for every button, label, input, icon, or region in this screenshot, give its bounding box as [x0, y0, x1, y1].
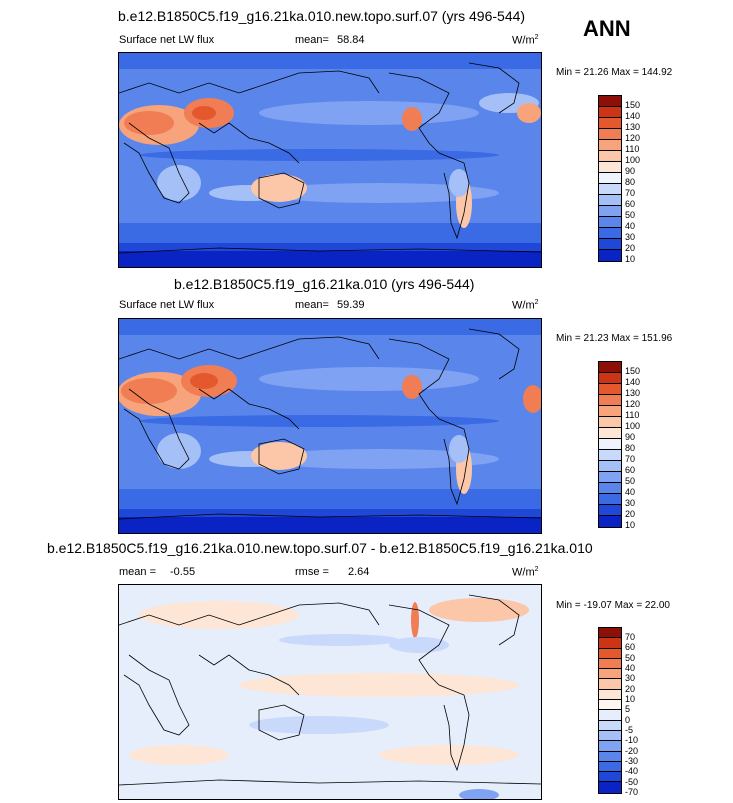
colorbar-label: 120	[625, 133, 641, 143]
colorbar-label: 130	[625, 122, 641, 132]
colorbar-label: 140	[625, 377, 641, 387]
colorbar-label: -30	[625, 756, 639, 766]
panel3-rmse-value: 2.64	[348, 566, 370, 578]
colorbar-label: 20	[625, 243, 636, 253]
panel3-units: W/m2	[512, 566, 539, 579]
colorbar-label: -50	[625, 777, 639, 787]
panel3-mean-label: mean =	[119, 566, 156, 578]
colorbar-label: 60	[625, 642, 636, 652]
colorbar-label: -40	[625, 766, 639, 776]
colorbar-label: 10	[625, 254, 636, 264]
colorbar-label: 5	[625, 704, 631, 714]
colorbar-label: -10	[625, 735, 639, 745]
colorbar-label: 60	[625, 465, 636, 475]
panel1-minmax: Min = 21.26 Max = 144.92	[556, 67, 673, 78]
panel2-colorbar	[598, 361, 622, 528]
colorbar-label: 120	[625, 399, 641, 409]
colorbar-label: 70	[625, 188, 636, 198]
colorbar-label: 10	[625, 694, 636, 704]
panel2-variable: Surface net LW flux	[119, 299, 215, 311]
colorbar-label: 90	[625, 432, 636, 442]
panel2-minmax: Min = 21.23 Max = 151.96	[556, 333, 673, 344]
colorbar-label: 150	[625, 366, 641, 376]
panel2-title: b.e12.B1850C5.f19_g16.21ka.010 (yrs 496-…	[174, 276, 475, 292]
colorbar-label: 100	[625, 155, 641, 165]
panel1-units: W/m2	[512, 34, 539, 47]
colorbar-label: -20	[625, 746, 639, 756]
colorbar-label: 50	[625, 210, 636, 220]
colorbar-label: 140	[625, 111, 641, 121]
colorbar-label: -5	[625, 725, 634, 735]
panel2-units: W/m2	[512, 299, 539, 312]
colorbar-label: -70	[625, 787, 639, 797]
colorbar-label: 40	[625, 663, 636, 673]
colorbar-label: 60	[625, 199, 636, 209]
colorbar-label: 90	[625, 166, 636, 176]
colorbar-label: 20	[625, 509, 636, 519]
panel1-variable: Surface net LW flux	[119, 34, 215, 46]
colorbar-label: 70	[625, 454, 636, 464]
panel1-colorbar	[598, 95, 622, 262]
panel1-mean-label: mean=	[295, 34, 329, 46]
colorbar-label: 70	[625, 632, 636, 642]
panel3-map	[118, 584, 542, 800]
colorbar-label: 20	[625, 684, 636, 694]
panel2-mean-label: mean=	[295, 299, 329, 311]
panel3-colorbar	[598, 627, 622, 794]
panel3-mean-value: -0.55	[170, 566, 196, 578]
colorbar-label: 110	[625, 144, 640, 154]
colorbar-label: 30	[625, 232, 636, 242]
colorbar-label: 10	[625, 520, 636, 530]
colorbar-label: 150	[625, 100, 641, 110]
panel2-mean-value: 59.39	[337, 299, 365, 311]
panel3-title: b.e12.B1850C5.f19_g16.21ka.010.new.topo.…	[47, 540, 593, 556]
colorbar-label: 110	[625, 410, 640, 420]
colorbar-label: 50	[625, 476, 636, 486]
colorbar-label: 0	[625, 715, 631, 725]
colorbar-label: 30	[625, 673, 636, 683]
colorbar-label: 30	[625, 498, 636, 508]
panel3-rmse-label: rmse =	[295, 566, 329, 578]
panel1-title: b.e12.B1850C5.f19_g16.21ka.010.new.topo.…	[118, 8, 526, 24]
panel1-map	[118, 52, 542, 268]
colorbar-label: 130	[625, 388, 641, 398]
panel2-map	[118, 318, 542, 534]
panel1-mean-value: 58.84	[337, 34, 365, 46]
panel3-minmax: Min = -19.07 Max = 22.00	[556, 600, 670, 611]
colorbar-label: 40	[625, 221, 636, 231]
season-label: ANN	[583, 16, 631, 41]
colorbar-label: 40	[625, 487, 636, 497]
colorbar-label: 100	[625, 421, 641, 431]
colorbar-label: 80	[625, 177, 636, 187]
colorbar-label: 50	[625, 653, 636, 663]
colorbar-label: 80	[625, 443, 636, 453]
